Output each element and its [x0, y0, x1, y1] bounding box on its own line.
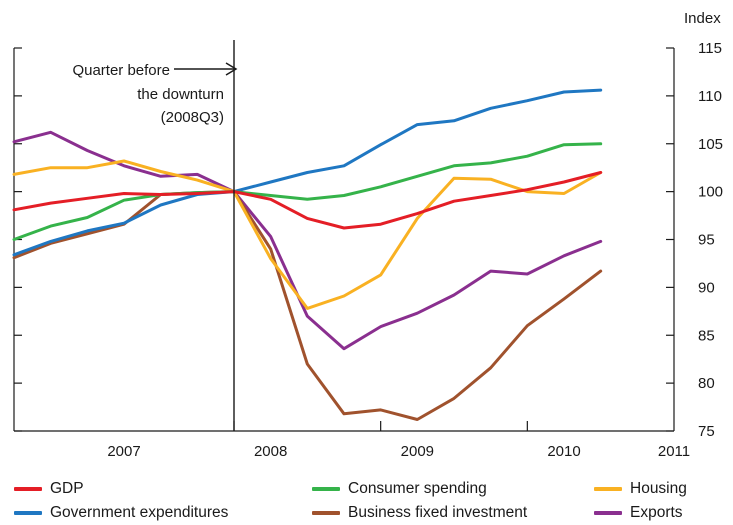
x-tick-label: 2011: [658, 443, 690, 460]
line-chart: Index 75 80 85 90 95 100 105 110 115 2007 2008 2009…: [12, 10, 723, 460]
y-tick-label: 115: [698, 40, 722, 57]
series-lines: [12, 88, 603, 421]
series-line-business-fixed-investment: [12, 190, 603, 421]
legend-item-exports: Exports: [594, 504, 683, 522]
y-tick-label: 85: [698, 327, 715, 344]
legend-label-business-fixed-investment: Business fixed investment: [348, 504, 528, 521]
legend-item-government-expenditures: Government expenditures: [14, 504, 228, 522]
annotation-arrow-head: [225, 62, 238, 76]
y-tick-label: 95: [698, 232, 715, 249]
x-tick-label: 2009: [401, 443, 434, 460]
x-axis: 2007 2008 2009 2010 2011: [14, 421, 690, 460]
legend-item-gdp: GDP: [14, 480, 84, 498]
annotation-line-3: (2008Q3): [161, 109, 224, 126]
y-axis: Index 75 80 85 90 95 100 105 110 115: [13, 10, 723, 440]
annotation: Quarter before the downturn (2008Q3): [72, 40, 238, 431]
y-tick-label: 100: [698, 184, 723, 201]
x-tick-label: 2010: [547, 443, 580, 460]
y-tick-label: 80: [698, 375, 715, 392]
y-tick-label: 75: [698, 423, 715, 440]
legend-swatch-business-fixed-investment: [312, 511, 340, 515]
x-tick-label: 2007: [107, 443, 140, 460]
legend-swatch-consumer-spending: [312, 487, 340, 491]
y-unit-label: Index: [684, 10, 721, 27]
legend-label-government-expenditures: Government expenditures: [50, 504, 229, 521]
legend-label-consumer-spending: Consumer spending: [348, 480, 487, 497]
series-line-government-expenditures: [12, 88, 603, 257]
legend-swatch-government-expenditures: [14, 511, 42, 515]
x-tick-label: 2008: [254, 443, 287, 460]
legend-label-housing: Housing: [630, 480, 687, 497]
legend-swatch-gdp: [14, 487, 42, 491]
series-line-consumer-spending: [12, 142, 603, 241]
annotation-line-2: the downturn: [137, 86, 224, 103]
y-tick-label: 90: [698, 279, 715, 296]
annotation-line-1: Quarter before: [72, 62, 170, 79]
legend-swatch-housing: [594, 487, 622, 491]
series-line-gdp: [12, 171, 603, 230]
legend: GDP Consumer spending Housing Government…: [0, 478, 733, 525]
y-tick-label: 105: [698, 136, 723, 153]
legend-item-consumer-spending: Consumer spending: [312, 480, 487, 498]
legend-swatch-exports: [594, 511, 622, 515]
legend-item-business-fixed-investment: Business fixed investment: [312, 504, 527, 522]
series-line-housing: [12, 159, 603, 310]
legend-item-housing: Housing: [594, 480, 687, 498]
series-line-exports: [12, 130, 603, 351]
legend-label-exports: Exports: [630, 504, 683, 521]
y-tick-label: 110: [698, 88, 722, 105]
legend-label-gdp: GDP: [50, 480, 84, 497]
